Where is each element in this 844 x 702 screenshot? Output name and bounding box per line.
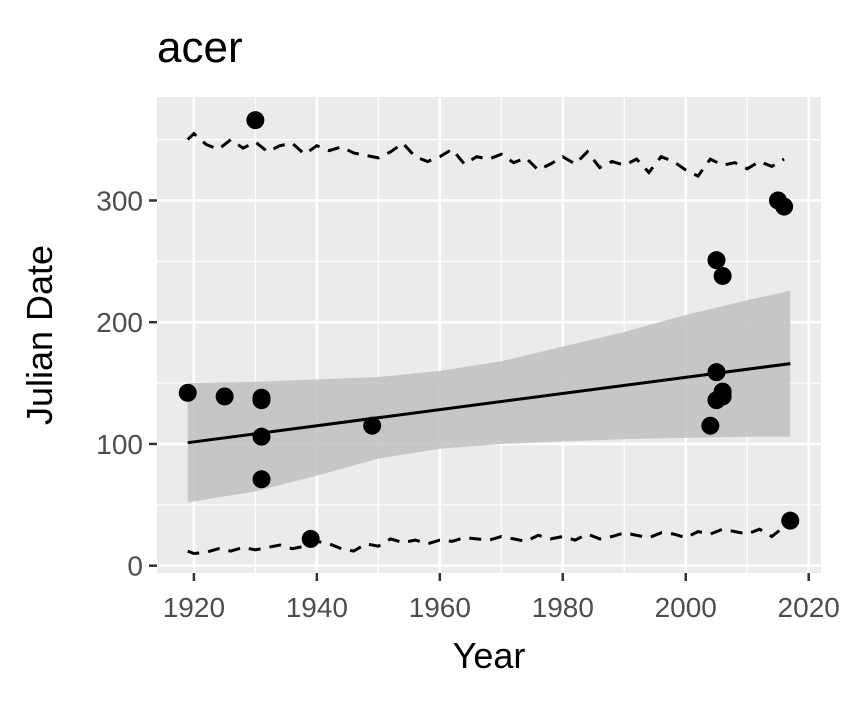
confidence-band-layer	[187, 290, 791, 503]
data-point-7	[301, 529, 320, 548]
data-point-2	[246, 111, 265, 130]
y-tick-label-2: 200	[96, 307, 143, 338]
x-tick-label-1: 1940	[286, 592, 348, 623]
data-point-9	[701, 416, 720, 435]
data-point-13	[713, 266, 732, 285]
axes: 1920 1940 1960 1980 2000 2020 0 100 200 300	[96, 185, 840, 623]
x-axis-title: Year	[453, 635, 526, 676]
line-layer	[186, 131, 791, 556]
data-point-10	[707, 251, 726, 270]
y-axis-title: Julian Date	[19, 245, 60, 425]
points-layer	[178, 111, 800, 548]
data-point-0	[178, 383, 197, 402]
data-point-18	[781, 511, 800, 530]
data-point-17	[775, 197, 794, 216]
confidence-band	[187, 290, 791, 503]
x-tick-label-4: 2000	[655, 592, 717, 623]
y-tick-label-0: 0	[127, 551, 143, 582]
x-tick-label-3: 1980	[532, 592, 594, 623]
data-point-4	[252, 391, 271, 410]
x-tick-label-2: 1960	[409, 592, 471, 623]
chart-title: acer	[157, 23, 243, 72]
data-point-5	[252, 427, 271, 446]
upper-dashed-line	[186, 131, 785, 179]
data-point-11	[707, 363, 726, 382]
trend-line	[187, 362, 791, 445]
data-point-1	[215, 387, 234, 406]
data-point-6	[252, 470, 271, 489]
x-tick-label-0: 1920	[163, 592, 225, 623]
x-tick-label-5: 2020	[778, 592, 840, 623]
data-point-8	[363, 416, 382, 435]
y-tick-label-3: 300	[96, 185, 143, 216]
grid	[157, 97, 821, 573]
y-tick-label-1: 100	[96, 429, 143, 460]
data-point-15	[713, 387, 732, 406]
